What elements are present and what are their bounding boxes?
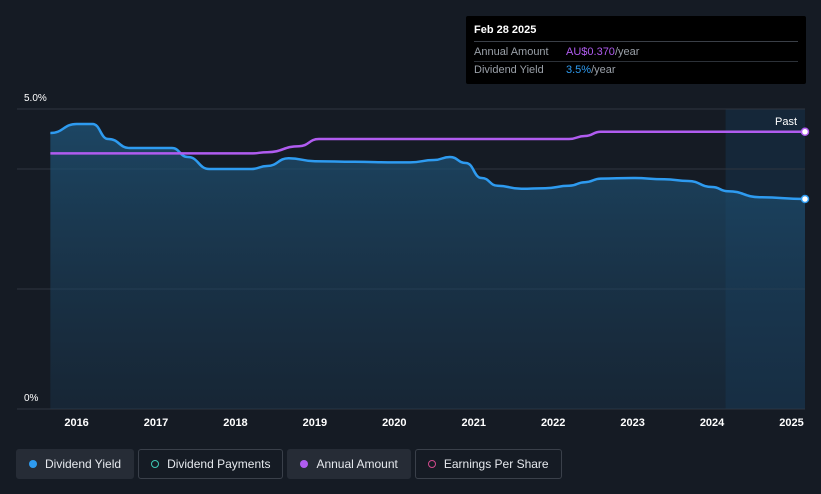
tooltip-date: Feb 28 2025 [474,24,798,42]
legend-dividend-yield[interactable]: Dividend Yield [16,449,135,479]
x-tick-label: 2020 [382,417,406,429]
x-tick-label: 2018 [223,417,247,429]
y-tick-label: 0% [24,393,39,404]
legend: Dividend Yield Dividend Payments Annual … [16,449,562,479]
legend-label: Dividend Yield [45,457,122,471]
legend-label: Annual Amount [316,457,398,471]
x-tick-label: 2017 [144,417,168,429]
tooltip-value: AU$0.370 [566,46,615,58]
tooltip: Feb 28 2025 Annual Amount AU$0.370 /year… [466,16,806,84]
annual-amount-dot-icon [300,460,309,468]
tooltip-unit: /year [591,64,616,76]
y-tick-label: 5.0% [24,93,47,104]
dividend-yield-line [50,122,806,201]
tooltip-value: 3.5% [566,64,592,76]
dividend-yield-area [50,124,805,409]
dividend-yield-end-marker [800,194,810,204]
legend-annual-amount[interactable]: Annual Amount [287,449,411,479]
dividend-yield-dot-icon [29,460,37,468]
x-tick-label: 2016 [64,417,88,429]
annual-amount-end-marker [800,127,810,137]
x-tick-label: 2019 [303,417,327,429]
legend-label: Earnings Per Share [443,457,549,471]
annual-amount-line [50,130,806,155]
x-tick-label: 2024 [700,417,725,429]
tooltip-row-dividend-yield: Dividend Yield 3.5% /year [474,63,798,79]
x-tick-label: 2022 [541,417,565,429]
tooltip-label: Dividend Yield [474,64,544,76]
dividend-payments-ring-icon [151,460,160,468]
legend-dividend-payments[interactable]: Dividend Payments [138,449,284,479]
earnings-per-share-ring-icon [427,460,436,468]
tooltip-label: Annual Amount [474,46,549,58]
x-tick-label: 2021 [462,417,486,429]
tooltip-unit: /year [614,46,640,58]
x-tick-label: 2025 [779,417,803,429]
legend-earnings-per-share[interactable]: Earnings Per Share [414,449,562,479]
x-tick-label: 2023 [620,417,644,429]
legend-label: Dividend Payments [167,457,271,471]
tooltip-row-annual-amount: Annual Amount AU$0.370 /year [474,45,798,62]
past-label: Past [775,116,797,128]
